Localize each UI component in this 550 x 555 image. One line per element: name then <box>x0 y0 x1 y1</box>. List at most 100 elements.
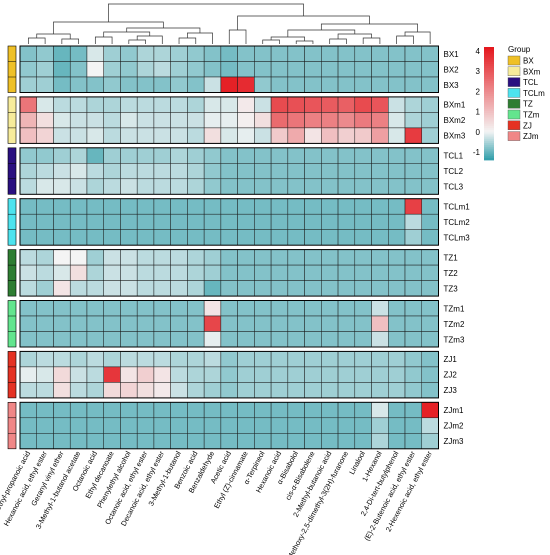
heatmap-cell <box>321 315 339 332</box>
heatmap-cell <box>120 366 138 383</box>
group-legend-label: TCLm <box>523 89 545 98</box>
heatmap-cell <box>53 147 71 164</box>
heatmap-cell <box>388 213 406 230</box>
heatmap-cell <box>254 402 272 419</box>
heatmap-cell <box>86 382 104 399</box>
heatmap-cell <box>388 61 406 78</box>
row-label: TZm3 <box>444 335 465 344</box>
heatmap-cell <box>254 147 272 164</box>
group-bar-TZm <box>7 300 17 348</box>
group-legend-swatch <box>507 55 521 66</box>
heatmap-cell <box>153 249 171 266</box>
heatmap-cell <box>86 280 104 297</box>
heatmap-cell <box>153 45 171 62</box>
heatmap-cell <box>203 280 222 297</box>
group-legend-swatch <box>507 131 521 141</box>
heatmap-cell <box>19 331 37 348</box>
group-bar-BXm <box>7 96 17 144</box>
heatmap-cell <box>103 112 121 129</box>
group-bar-TCLm <box>7 198 17 246</box>
row-label: BXm1 <box>444 101 466 110</box>
heatmap-cell <box>421 163 439 180</box>
heatmap-cell <box>19 264 37 281</box>
heatmap-cell <box>187 249 205 266</box>
heatmap-cell <box>421 45 439 62</box>
colorbar-tick-label: 3 <box>476 67 481 76</box>
heatmap-cell <box>69 249 88 266</box>
heatmap-cell <box>103 382 121 399</box>
colorbar-segment <box>484 112 494 116</box>
heatmap-cell <box>337 366 356 383</box>
colorbar-tick-label: 4 <box>476 47 481 56</box>
colorbar-segment <box>484 97 494 101</box>
heatmap-cell <box>404 213 423 230</box>
heatmap-cell <box>404 127 423 144</box>
heatmap-cell <box>421 198 439 215</box>
heatmap-cell <box>220 417 238 434</box>
heatmap-cell <box>120 249 138 266</box>
heatmap-cell <box>321 366 339 383</box>
colorbar-segment <box>484 82 494 86</box>
heatmap-cell <box>203 112 222 129</box>
heatmap-cell <box>103 163 121 180</box>
heatmap-cell <box>388 280 406 297</box>
heatmap-cell <box>220 315 238 332</box>
heatmap-cell <box>404 382 423 399</box>
colorbar-segment <box>484 63 494 67</box>
heatmap-cell <box>36 331 54 348</box>
heatmap-cell <box>270 112 289 129</box>
heatmap-cell <box>237 147 255 164</box>
heatmap-cell <box>203 351 222 368</box>
heatmap-cell <box>354 127 372 144</box>
row-label: TZ1 <box>444 253 459 262</box>
heatmap-cell <box>187 264 205 281</box>
heatmap-cell <box>321 351 339 368</box>
colorbar-segment <box>484 94 494 97</box>
heatmap-cell <box>321 96 339 113</box>
heatmap-cell <box>404 45 423 62</box>
row-label: TZ2 <box>444 269 459 278</box>
colorbar-segment <box>484 58 494 61</box>
heatmap-cell <box>270 249 289 266</box>
heatmap-cell <box>53 433 71 450</box>
heatmap-cell <box>337 280 356 297</box>
heatmap-cell <box>36 382 54 399</box>
heatmap-cell <box>354 178 372 195</box>
heatmap-cell <box>86 300 104 317</box>
dendrogram-branch <box>295 40 314 44</box>
heatmap-cell <box>421 315 439 332</box>
heatmap-cell <box>337 264 356 281</box>
heatmap-cell <box>170 382 188 399</box>
group-bar-BX <box>7 45 17 93</box>
heatmap-cell <box>136 315 155 332</box>
heatmap-cell <box>69 402 88 419</box>
dendrogram-branch <box>404 31 431 44</box>
heatmap-cell <box>321 127 339 144</box>
heatmap-cell <box>187 351 205 368</box>
heatmap-cell <box>203 264 222 281</box>
heatmap-cell <box>203 249 222 266</box>
heatmap-cell <box>203 331 222 348</box>
group-bar-TZ <box>7 249 17 297</box>
heatmap-cell <box>103 178 121 195</box>
heatmap-cell <box>170 178 188 195</box>
heatmap-cell <box>53 280 71 297</box>
heatmap-cell <box>404 178 423 195</box>
heatmap-cell <box>203 198 222 215</box>
heatmap-cell <box>220 147 238 164</box>
heatmap-cell <box>337 147 356 164</box>
heatmap-cell <box>388 331 406 348</box>
heatmap-cell <box>270 417 289 434</box>
group-legend-swatch <box>507 77 521 87</box>
heatmap-cell <box>136 213 155 230</box>
heatmap-cell <box>254 417 272 434</box>
heatmap-cell <box>337 315 356 332</box>
heatmap-cell <box>120 433 138 450</box>
colorbar-segment <box>484 80 494 84</box>
heatmap-cell <box>187 213 205 230</box>
heatmap-cell <box>337 76 356 93</box>
colorbar-segment <box>484 107 494 110</box>
heatmap-cell <box>53 315 71 332</box>
heatmap-cell <box>354 433 372 450</box>
